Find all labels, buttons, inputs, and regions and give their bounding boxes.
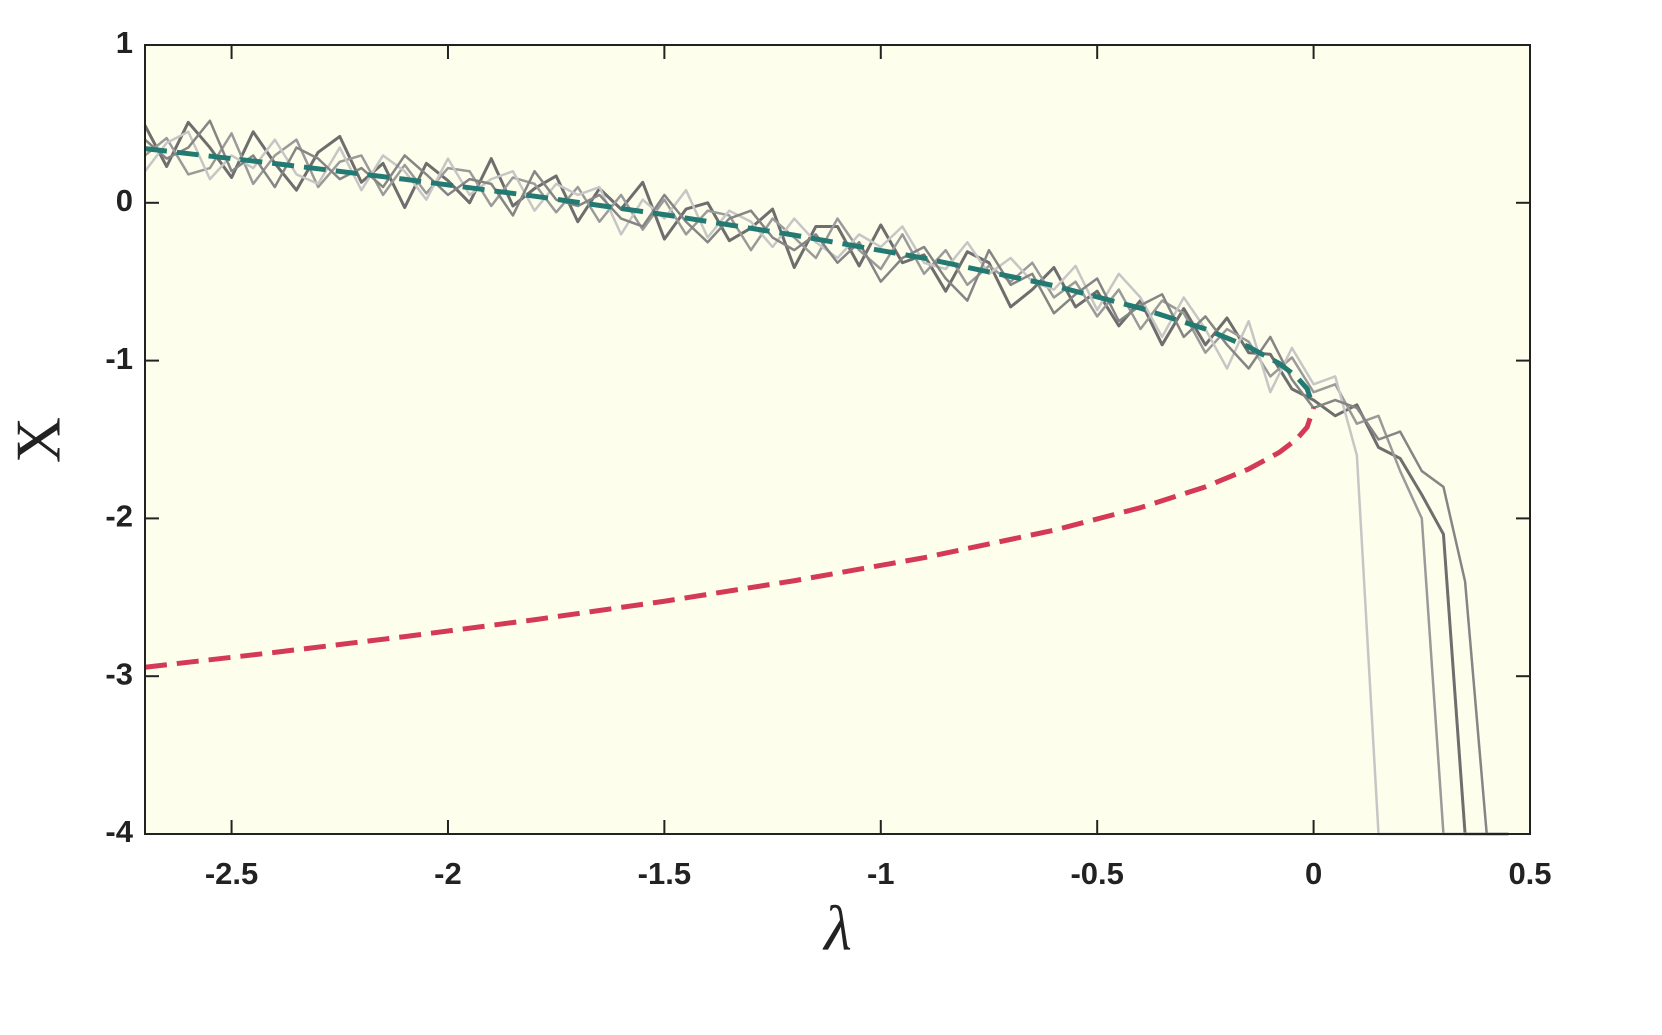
x-tick-label: -2.5 (205, 856, 258, 891)
branch-line (144, 407, 1316, 670)
y-tick-label: -4 (105, 814, 133, 849)
y-tick-label: -3 (105, 656, 133, 691)
y-tick-label: -2 (105, 499, 133, 534)
x-axis-label: λ (822, 893, 852, 964)
y-tick-label: -1 (105, 341, 133, 376)
x-tick-label: -1 (867, 856, 895, 891)
x-tick-label: -0.5 (1070, 856, 1123, 891)
x-tick-label: -1.5 (638, 856, 691, 891)
x-tick-label: 0.5 (1508, 856, 1551, 891)
y-tick-label: 0 (116, 183, 133, 218)
plot-marks (143, 119, 1509, 836)
branch-line (144, 146, 1316, 409)
plot-frame (144, 44, 1531, 835)
x-tick-label: -2 (434, 856, 462, 891)
y-axis-label: X (3, 417, 74, 463)
y-tick-label: 1 (116, 25, 133, 60)
x-tick-label: 0 (1305, 856, 1322, 891)
